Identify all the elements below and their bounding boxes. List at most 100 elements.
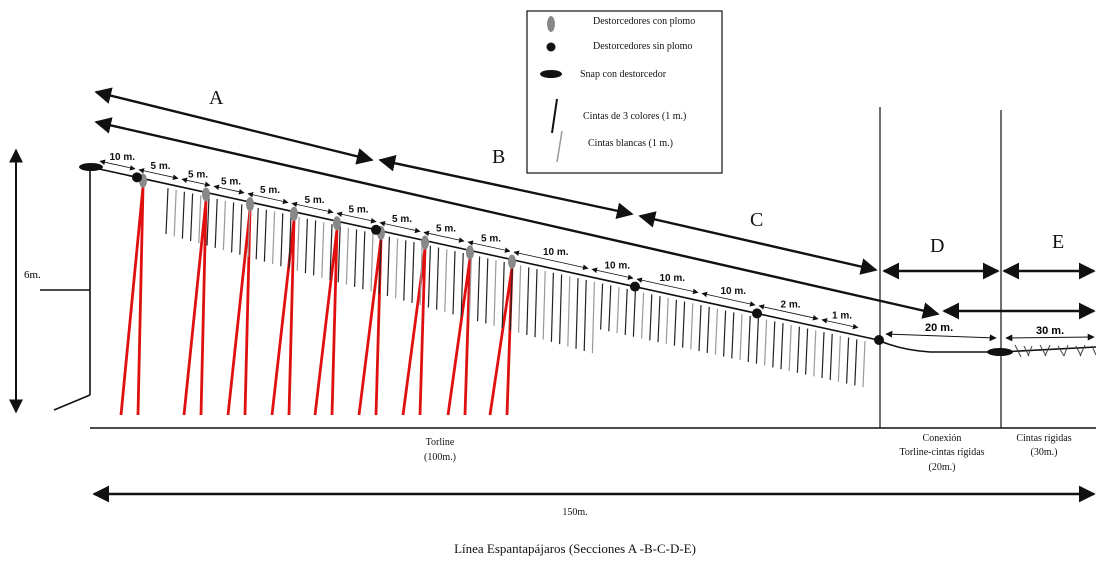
- legend: Destorcedores con plomo Destorcedores si…: [526, 10, 723, 174]
- segment-label-10: 10 m.: [543, 247, 569, 258]
- segment-label-13: 10 m.: [721, 286, 747, 297]
- streamer-tick: [321, 222, 325, 278]
- segment-label-0: 10 m.: [110, 152, 136, 163]
- streamer-tick: [739, 314, 743, 361]
- rigid-tapes: [1014, 344, 1096, 358]
- unweighted-swivel-3: [752, 308, 762, 319]
- streamer-tick: [313, 220, 317, 276]
- vessel-stern: [40, 167, 91, 411]
- streamer-tick: [173, 189, 177, 237]
- legend-item-2: Snap con destorcedor: [580, 69, 667, 80]
- red-line-0: [119, 186, 145, 416]
- weighted-swivel-8: [508, 254, 516, 269]
- streamer-tick: [788, 324, 792, 371]
- black-line-icon: [551, 98, 558, 134]
- streamer-tick: [837, 335, 841, 382]
- streamer-tick: [723, 310, 727, 357]
- segment-label-14: 2 m.: [781, 299, 801, 310]
- streamer-tick: [796, 326, 800, 373]
- streamer-tick: [616, 287, 620, 334]
- streamer-tick: [542, 270, 546, 340]
- segment-label-1: 5 m.: [151, 161, 171, 172]
- streamer-tick: [263, 209, 267, 262]
- streamer-tick: [165, 188, 169, 235]
- d-length-arrow: [885, 330, 997, 342]
- streamer-tick: [731, 312, 735, 359]
- streamer-tick: [362, 231, 366, 290]
- unweighted-swivel-4: [874, 335, 884, 345]
- streamer-tick: [534, 269, 538, 338]
- streamer-tick: [862, 341, 866, 388]
- streamer-tick: [755, 317, 759, 364]
- streamer-tick: [632, 290, 636, 337]
- red-line-7: [446, 258, 472, 416]
- streamer-tick: [477, 256, 481, 322]
- gray-line-icon: [556, 130, 563, 163]
- black-ellipse-icon: [540, 70, 562, 78]
- streamer-tick: [813, 330, 817, 377]
- streamer-tick: [345, 227, 349, 285]
- segment-label-9: 5 m.: [481, 234, 501, 245]
- connection-label: Conexión: [923, 433, 962, 444]
- streamer-tick: [518, 265, 522, 333]
- gray-oval-icon: [547, 16, 555, 32]
- red-line-5: [357, 238, 383, 416]
- segment-label-8: 5 m.: [436, 224, 456, 235]
- segment-label-12: 10 m.: [660, 273, 686, 284]
- abc-long-arrow: [94, 117, 940, 319]
- red-line-8: [488, 267, 514, 416]
- d-length-label: 20 m.: [925, 322, 953, 334]
- segment-arrows: [99, 159, 859, 330]
- section-d-label: D: [930, 235, 944, 257]
- e-length-label: 30 m.: [1036, 325, 1064, 337]
- streamer-tick: [854, 339, 858, 386]
- streamer-tick: [591, 281, 595, 354]
- streamer-tick: [493, 260, 497, 326]
- weighted-swivel-2: [246, 197, 254, 212]
- streamer-tick: [624, 288, 628, 335]
- unweighted-swivel-1: [371, 224, 381, 235]
- streamer-tick: [337, 225, 341, 283]
- streamer-tick: [214, 198, 218, 248]
- legend-item-1: Destorcedores sin plomo: [593, 41, 692, 52]
- segment-label-15: 1 m.: [832, 311, 852, 322]
- section-c-label: C: [750, 209, 763, 231]
- streamer-tick: [485, 258, 489, 324]
- streamer-tick: [682, 301, 686, 348]
- segment-labels: 10 m. 5 m. 5 m. 5 m. 5 m. 5 m. 5 m. 5 m. 5 m. 5 m…: [110, 152, 853, 322]
- streamer-tick: [829, 333, 833, 380]
- streamer-tick: [395, 238, 399, 299]
- rigid-tapes-label: Cintas rígidas: [1016, 433, 1071, 444]
- torline-label: Torline: [426, 437, 455, 448]
- section-e-label: E: [1052, 231, 1064, 253]
- streamer-tick: [575, 278, 579, 349]
- streamer-tick: [370, 233, 374, 292]
- streamer-tick: [772, 321, 776, 368]
- segment-label-2: 5 m.: [188, 169, 208, 180]
- legend-item-0: Destorcedores con plomo: [593, 16, 695, 27]
- unweighted-swivel-0: [132, 172, 142, 183]
- e-length-arrow: [1005, 333, 1095, 342]
- streamer-tick: [427, 245, 431, 308]
- section-b-label: B: [492, 146, 505, 168]
- streamer-tick: [649, 294, 653, 341]
- legend-item-4: Cintas blancas (1 m.): [588, 138, 673, 149]
- streamer-tick: [436, 247, 440, 310]
- connection-desc: Torline-cintas rígidas: [899, 447, 984, 458]
- red-line-1: [182, 200, 208, 416]
- section-a-arrow: [94, 87, 374, 165]
- black-dot-icon: [546, 42, 556, 52]
- streamer-tick: [239, 204, 243, 255]
- section-a-label: A: [209, 87, 224, 109]
- streamer-tick: [780, 323, 784, 370]
- snap-with-swivel-start: [79, 163, 103, 171]
- streamer-tick: [198, 195, 202, 244]
- diagram-caption: Línea Espantapájaros (Secciones A -B-C-D…: [454, 541, 696, 556]
- streamer-tick: [600, 283, 604, 330]
- streamer-tick: [444, 249, 448, 313]
- streamer-tick: [641, 292, 645, 339]
- streamer-tick: [821, 332, 825, 379]
- streamer-tick: [181, 191, 185, 239]
- streamer-tick: [231, 202, 235, 253]
- streamer-tick: [296, 216, 300, 271]
